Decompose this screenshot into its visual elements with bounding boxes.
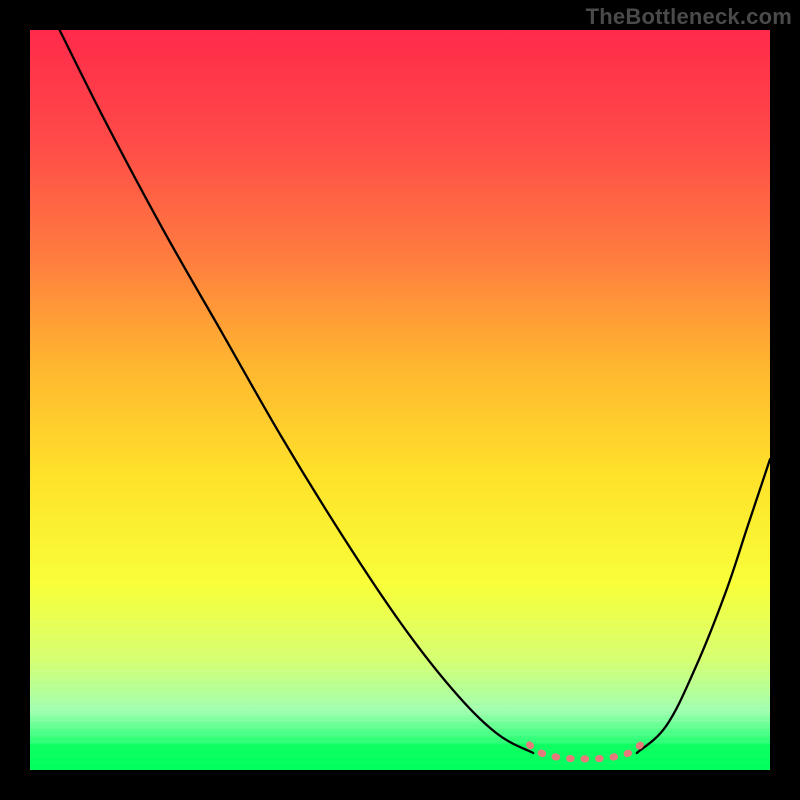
plot-background bbox=[30, 30, 770, 770]
bottleneck-chart bbox=[0, 0, 800, 800]
chart-stage: { "watermark": { "text": "TheBottleneck.… bbox=[0, 0, 800, 800]
bottom-green-strip bbox=[30, 744, 770, 770]
